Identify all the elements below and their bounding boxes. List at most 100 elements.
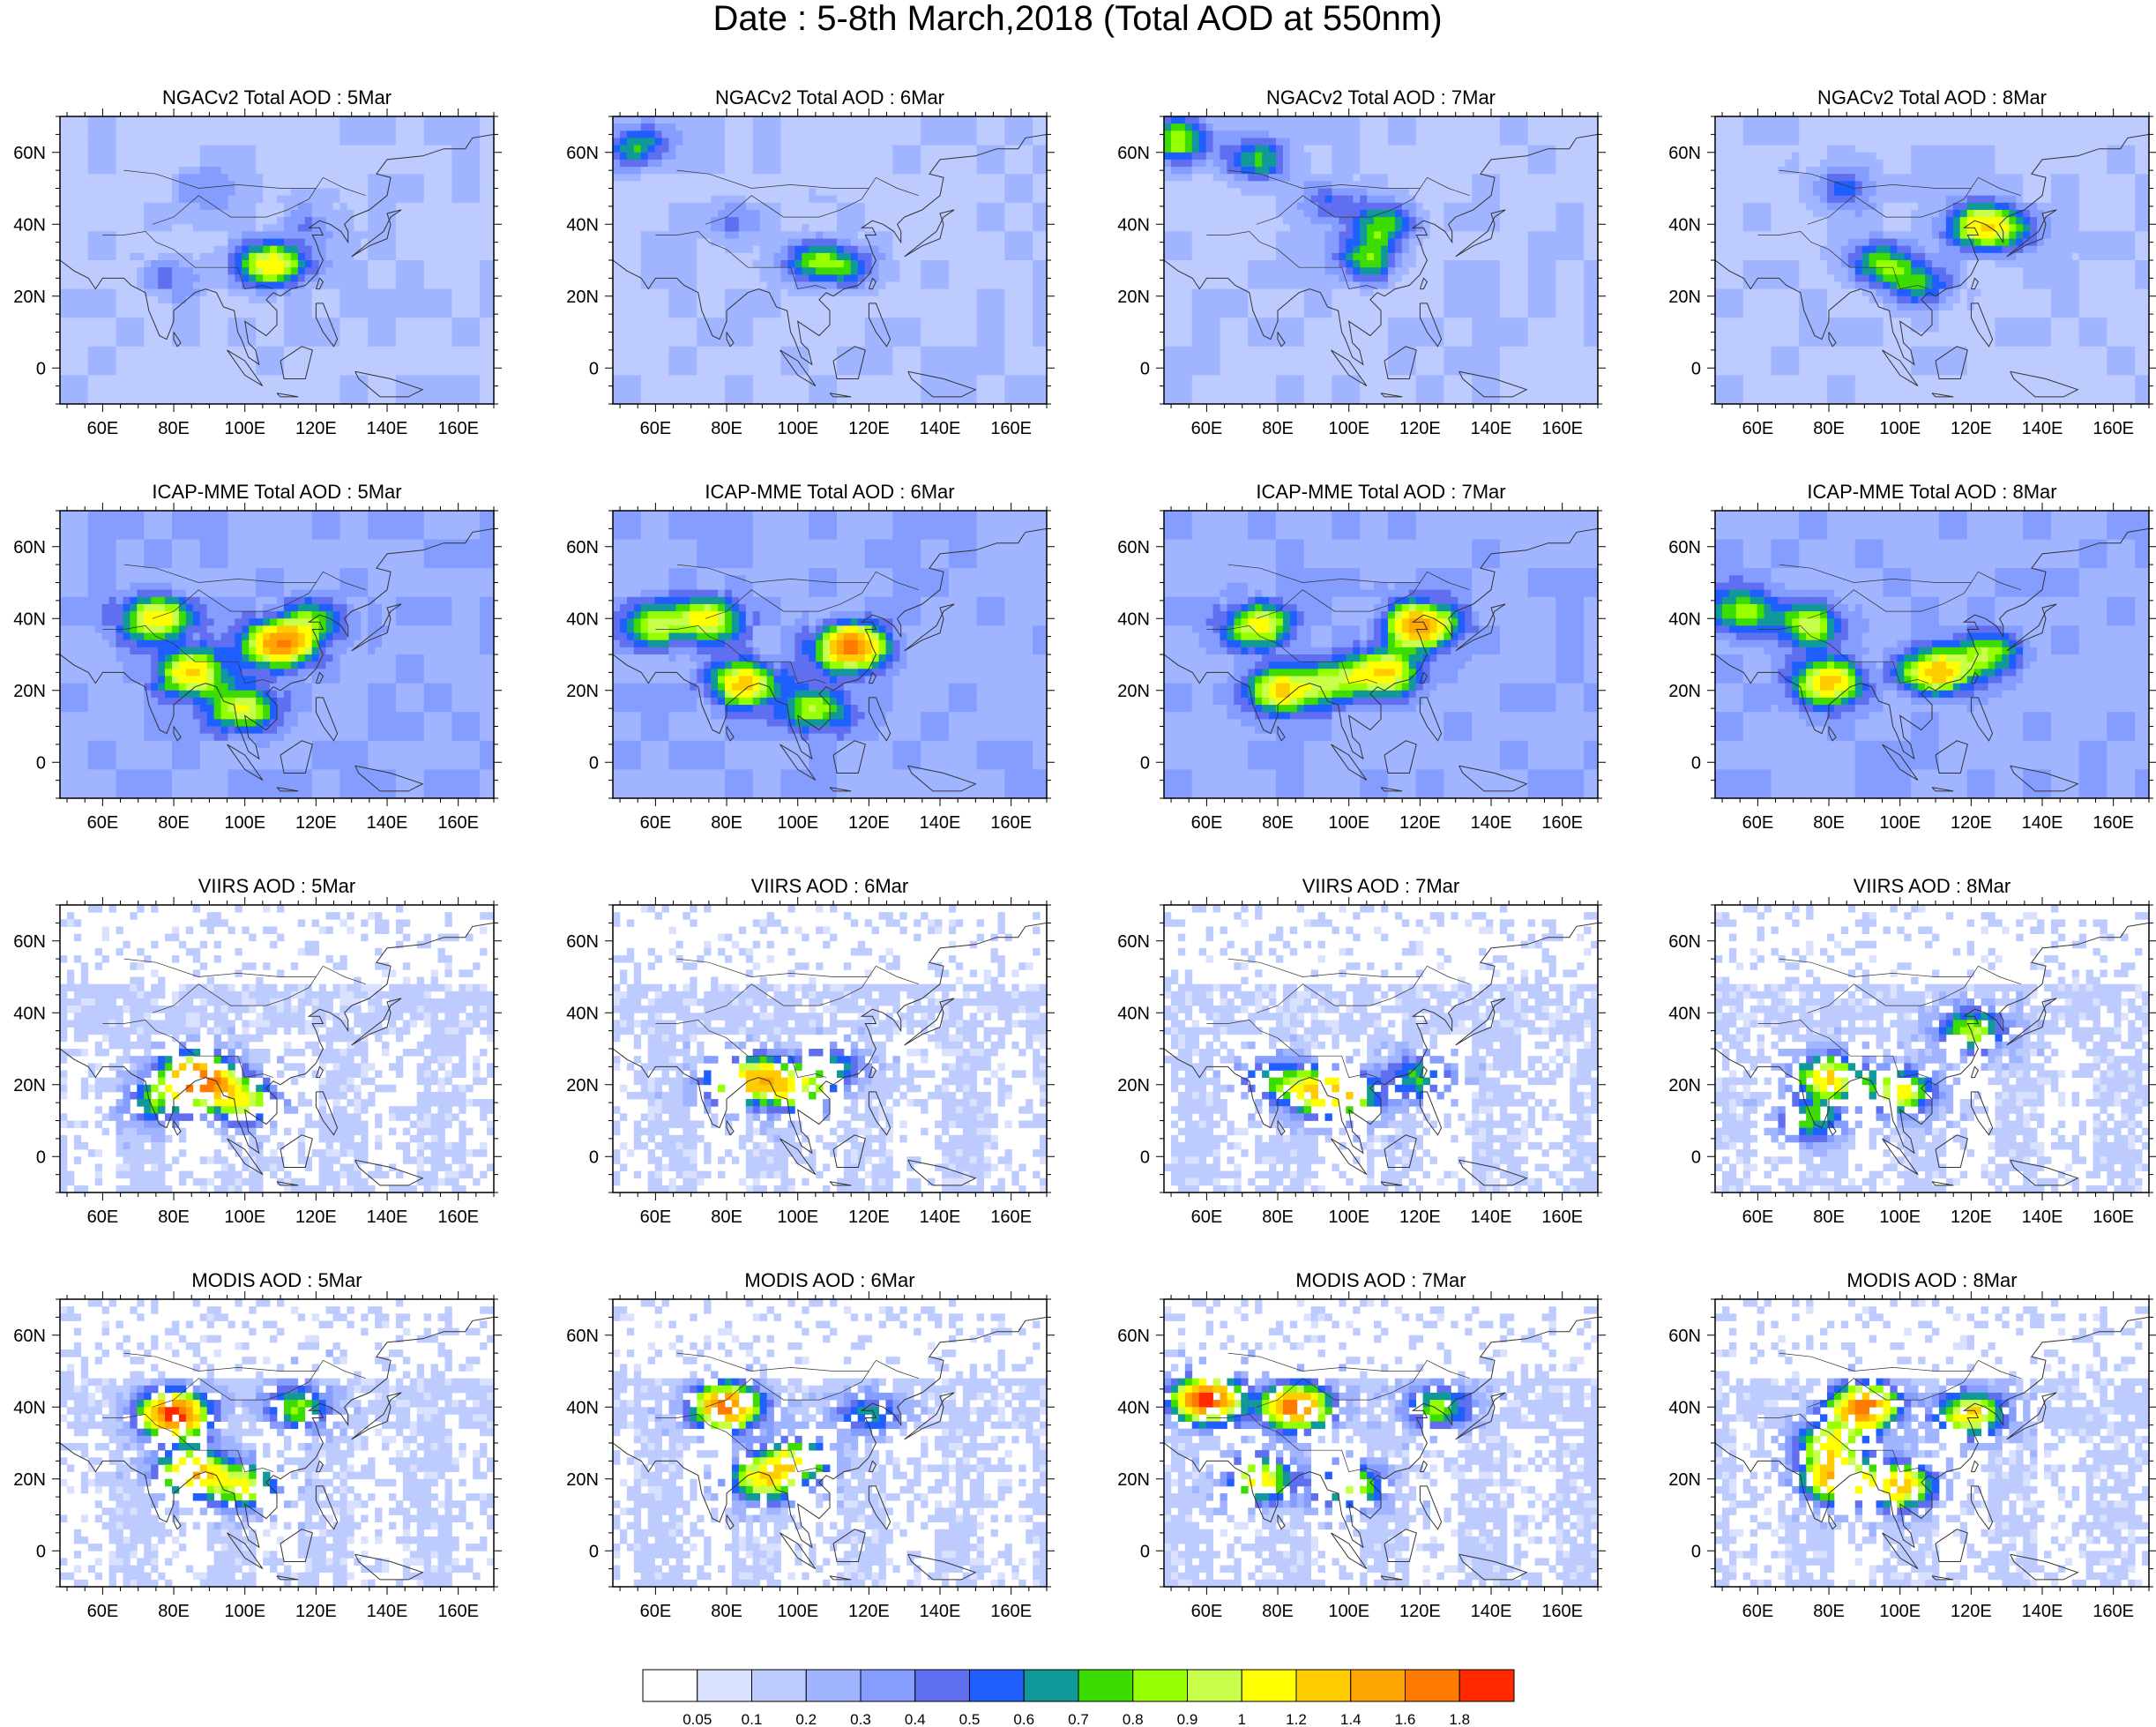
x-tick-label: 80E <box>1813 1207 1845 1227</box>
coastlines <box>1164 527 1598 792</box>
x-tick-label: 80E <box>158 1602 190 1621</box>
panel-title: MODIS AOD : 8Mar <box>1846 1269 2017 1291</box>
x-tick-label: 160E <box>2093 1207 2134 1227</box>
x-tick-label: 100E <box>777 419 818 438</box>
x-tick-label: 160E <box>1541 813 1583 833</box>
x-tick-label: 160E <box>437 1602 479 1621</box>
x-tick-label: 60E <box>1742 1602 1774 1621</box>
coastlines <box>613 922 1047 1186</box>
colorbar-swatch <box>860 1669 916 1702</box>
x-tick-label: 80E <box>1813 419 1845 438</box>
y-tick-label: 20N <box>1668 1470 1701 1490</box>
x-tick-label: 60E <box>640 1602 672 1621</box>
y-tick-label: 60N <box>1668 1327 1701 1346</box>
x-tick-label: 80E <box>158 813 190 833</box>
panel-title: ICAP-MME Total AOD : 5Mar <box>152 481 401 503</box>
colorbar-label: 1 <box>1238 1711 1246 1727</box>
colorbar-label: 0.3 <box>850 1711 871 1727</box>
y-tick-label: 40N <box>1117 215 1150 235</box>
y-tick-label: 0 <box>1691 1542 1701 1561</box>
y-tick-label: 60N <box>1668 932 1701 952</box>
x-tick-label: 100E <box>224 1602 265 1621</box>
colorbar-label: 0.4 <box>905 1711 926 1727</box>
x-tick-label: 100E <box>1879 1207 1921 1227</box>
y-tick-label: 0 <box>1691 359 1701 378</box>
map-panel: MODIS AOD : 6Mar 60E 80E 100E 120E 140E 160E 60… <box>566 1269 1055 1621</box>
y-tick-label: 40N <box>13 609 46 629</box>
x-tick-label: 100E <box>1328 813 1369 833</box>
x-tick-label: 100E <box>777 813 818 833</box>
aod-field <box>1164 905 1598 1192</box>
map-panel: ICAP-MME Total AOD : 5Mar 60E 80E 100E 120E 1… <box>13 481 502 833</box>
y-tick-label: 60N <box>566 1327 599 1346</box>
x-tick-label: 140E <box>1471 1207 1512 1227</box>
y-tick-label: 20N <box>13 288 46 307</box>
map-panel: ICAP-MME Total AOD : 8Mar 60E 80E 100E 120E 1… <box>1668 481 2156 833</box>
map-panel: VIIRS AOD : 8Mar 60E 80E 100E 120E 140E 160E 60… <box>1668 875 2156 1227</box>
y-tick-label: 0 <box>1140 1542 1150 1561</box>
x-tick-label: 160E <box>2093 813 2134 833</box>
x-tick-label: 160E <box>1541 419 1583 438</box>
aod-field <box>613 511 1047 798</box>
map-panel: VIIRS AOD : 6Mar 60E 80E 100E 120E 140E 160E 60… <box>566 875 1055 1227</box>
panel-title: NGACv2 Total AOD : 6Mar <box>715 86 944 108</box>
aod-field <box>60 116 494 404</box>
coastlines <box>1715 527 2149 792</box>
x-tick-label: 120E <box>1951 1602 1992 1621</box>
x-tick-label: 80E <box>711 1207 742 1227</box>
aod-field <box>613 905 1047 1192</box>
colorbar-swatch <box>1187 1669 1242 1702</box>
x-tick-label: 80E <box>1262 419 1294 438</box>
y-tick-label: 40N <box>1117 1398 1150 1417</box>
map-panel: ICAP-MME Total AOD : 6Mar 60E 80E 100E 120E 1… <box>566 481 1055 833</box>
x-tick-label: 140E <box>2022 419 2063 438</box>
x-tick-label: 140E <box>2022 813 2063 833</box>
y-tick-label: 40N <box>566 609 599 629</box>
x-tick-label: 60E <box>1191 1207 1223 1227</box>
x-tick-label: 100E <box>777 1207 818 1227</box>
x-tick-label: 140E <box>920 1207 961 1227</box>
aod-field <box>1715 116 2149 404</box>
colorbar-swatch <box>642 1669 698 1702</box>
x-tick-label: 100E <box>224 1207 265 1227</box>
coastlines <box>1715 1316 2149 1581</box>
y-tick-label: 60N <box>13 932 46 952</box>
x-tick-label: 140E <box>920 813 961 833</box>
colorbar-label: 0.2 <box>795 1711 817 1727</box>
y-tick-label: 40N <box>1668 609 1701 629</box>
y-tick-label: 20N <box>1117 1470 1150 1490</box>
colorbar-swatch <box>1023 1669 1079 1702</box>
aod-field <box>1164 1299 1598 1587</box>
y-tick-label: 60N <box>566 538 599 557</box>
x-tick-label: 60E <box>640 419 672 438</box>
x-tick-label: 140E <box>920 1602 961 1621</box>
coastlines <box>60 922 494 1186</box>
map-panel: MODIS AOD : 8Mar 60E 80E 100E 120E 140E 160E 60… <box>1668 1269 2156 1621</box>
y-tick-label: 60N <box>566 932 599 952</box>
aod-field <box>60 1299 494 1587</box>
y-tick-label: 20N <box>566 682 599 701</box>
figure-title: Date : 5-8th March,2018 (Total AOD at 55… <box>712 0 1442 38</box>
x-tick-label: 80E <box>1262 1207 1294 1227</box>
map-panel: VIIRS AOD : 7Mar 60E 80E 100E 120E 140E 160E 60… <box>1117 875 1606 1227</box>
coastlines <box>1715 922 2149 1186</box>
y-tick-label: 20N <box>566 1076 599 1095</box>
y-tick-label: 0 <box>589 753 599 773</box>
colorbar-swatch <box>751 1669 807 1702</box>
x-tick-label: 120E <box>1951 1207 1992 1227</box>
y-tick-label: 60N <box>1117 1327 1150 1346</box>
x-tick-label: 160E <box>990 1207 1032 1227</box>
aod-field <box>613 1299 1047 1587</box>
coastlines <box>613 527 1047 792</box>
colorbar-swatch <box>914 1669 970 1702</box>
map-panel: VIIRS AOD : 5Mar 60E 80E 100E 120E 140E 160E 60… <box>13 875 502 1227</box>
y-tick-label: 0 <box>1140 1148 1150 1167</box>
x-tick-label: 100E <box>1328 1207 1369 1227</box>
panel-title: VIIRS AOD : 8Mar <box>1854 875 2011 897</box>
colorbar: 0.05 0.1 0.2 0.3 0.4 0.5 0.6 0.7 0.8 0.9 1 1.2 1.4 1.… <box>642 1669 1515 1727</box>
y-tick-label: 60N <box>13 144 46 163</box>
x-tick-label: 60E <box>1191 1602 1223 1621</box>
y-tick-label: 40N <box>13 1004 46 1023</box>
x-tick-label: 60E <box>1742 1207 1774 1227</box>
